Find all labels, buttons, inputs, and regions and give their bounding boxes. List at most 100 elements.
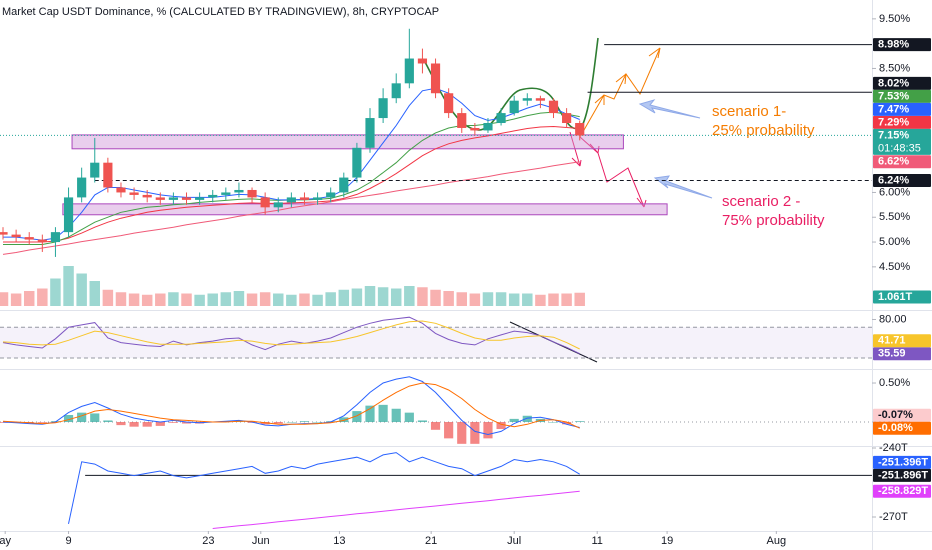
indicator-line	[212, 490, 580, 529]
x-tick-label: Jun	[252, 535, 270, 547]
price-label-box	[873, 468, 931, 482]
indicator-line	[2, 320, 580, 350]
scenario-2-title: scenario 2 -	[722, 193, 800, 210]
candle-body	[77, 177, 87, 198]
candle-body	[548, 100, 559, 114]
histogram-bar	[299, 421, 310, 423]
histogram-bar	[470, 422, 480, 444]
y-tick-label: 5.50%	[879, 211, 910, 223]
candle-body	[63, 197, 74, 233]
histogram-bar	[430, 422, 441, 430]
histogram-bar	[129, 422, 139, 427]
indicator-line	[68, 452, 580, 525]
x-tick-label: 19	[661, 535, 673, 547]
price-label-box	[873, 421, 931, 435]
candle-body	[575, 123, 585, 136]
candle-body	[312, 197, 323, 200]
price-label: -0.08%	[878, 422, 913, 434]
volume-bar	[37, 288, 48, 306]
volume-bar	[338, 289, 350, 306]
volume-bar	[115, 292, 127, 306]
candle-body	[535, 98, 545, 101]
histogram-bar	[496, 422, 506, 430]
price-label-box	[873, 128, 931, 155]
volume-bar	[155, 293, 166, 306]
histogram-bar	[365, 405, 375, 423]
price-label: 8.98%	[878, 39, 909, 51]
histogram-bar	[404, 412, 414, 423]
candle-body	[116, 187, 126, 193]
candle-body	[181, 197, 192, 200]
arrow-head	[648, 47, 661, 59]
x-tick-label: 9	[65, 535, 71, 547]
histogram-bar	[562, 422, 572, 425]
histogram-bar	[77, 412, 87, 423]
price-label: 7.47%	[878, 103, 909, 115]
callout-arrow	[653, 175, 713, 199]
volume-bar	[233, 291, 245, 306]
histogram-bar	[483, 422, 493, 439]
histogram-bar	[155, 422, 165, 426]
candle-body	[299, 197, 310, 200]
candle-body	[142, 194, 152, 198]
volume-bar	[574, 292, 585, 306]
volume-bar	[50, 278, 61, 306]
candle-body	[339, 177, 349, 193]
candle-body	[234, 189, 244, 193]
volume-bar	[273, 293, 284, 306]
countdown: 01:48:35	[878, 142, 921, 154]
candle-body	[457, 113, 467, 128]
volume-bar	[469, 293, 481, 306]
y-tick-label: 80.00	[879, 313, 907, 325]
candle-body	[37, 239, 47, 243]
price-label: -0.07%	[878, 409, 913, 421]
volume-bar	[220, 292, 232, 306]
candle-body	[286, 197, 296, 203]
volume-bar	[522, 293, 533, 306]
histogram-bar	[168, 422, 178, 423]
histogram-bar	[339, 417, 349, 423]
volume-bar	[89, 281, 101, 306]
volume-bar	[194, 294, 205, 306]
callout-arrow	[638, 99, 701, 119]
volume-bar	[561, 293, 572, 306]
volume-bar	[325, 292, 336, 306]
candle-body	[562, 113, 572, 124]
price-label: 6.62%	[878, 156, 909, 168]
volume-bar	[312, 294, 323, 306]
volume-bar	[430, 289, 441, 306]
histogram-bar	[391, 408, 401, 423]
price-label: 7.29%	[878, 116, 909, 128]
histogram-bar	[509, 418, 519, 423]
candle-body	[509, 100, 519, 114]
volume-bar	[364, 286, 376, 306]
candle-body	[221, 192, 231, 195]
y-tick-label: -240T	[879, 442, 908, 454]
x-tick-label: Aug	[767, 535, 787, 547]
scenario-2-path	[579, 136, 645, 208]
x-tick-label: 21	[425, 535, 437, 547]
volume-bar	[535, 294, 546, 306]
price-label: 8.02%	[878, 77, 909, 89]
price-label: 1.061T	[878, 291, 913, 303]
price-label-box	[873, 484, 931, 498]
price-label: -251.396T	[878, 456, 928, 468]
histogram-bar	[444, 422, 454, 439]
candle-body	[391, 83, 401, 99]
y-tick-label: 4.50%	[879, 261, 910, 273]
price-label-box	[873, 38, 931, 52]
histogram-bar	[575, 421, 585, 423]
histogram-bar	[181, 422, 192, 424]
histogram-bar	[352, 411, 362, 423]
volume-bar	[482, 292, 494, 306]
moving-average	[2, 161, 580, 255]
histogram-bar	[142, 422, 152, 427]
volume-bar	[456, 292, 467, 306]
rsi-band	[0, 327, 872, 359]
volume-bar	[351, 288, 363, 306]
candle-body	[247, 189, 257, 198]
candle-body	[168, 197, 178, 200]
volume-bar	[390, 288, 402, 306]
price-label-box	[873, 334, 931, 348]
